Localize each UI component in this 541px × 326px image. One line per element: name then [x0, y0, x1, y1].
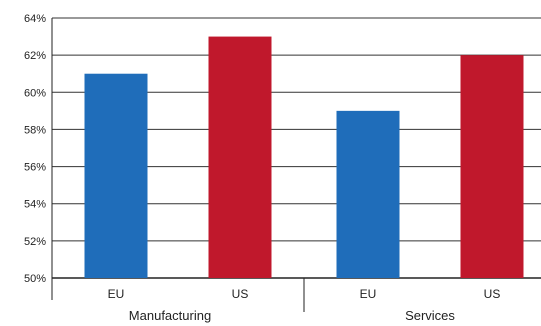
- x-axis: EU US Manufacturing EU US Services: [108, 278, 501, 323]
- y-tick-label: 50%: [24, 273, 46, 285]
- y-tick-label: 60%: [24, 87, 46, 99]
- y-axis-tick-labels: 50% 52% 54% 56% 58% 60% 62% 64%: [24, 13, 46, 285]
- bars: [84, 36, 524, 279]
- y-tick-label: 52%: [24, 236, 46, 248]
- bar-services-eu: [336, 110, 400, 278]
- y-tick-label: 54%: [24, 199, 46, 211]
- y-tick-label: 58%: [24, 124, 46, 136]
- y-tick-label: 62%: [24, 50, 46, 62]
- bar-services-us: [460, 55, 524, 279]
- y-tick-label: 56%: [24, 162, 46, 174]
- x-category-label: US: [232, 287, 249, 301]
- x-group-label: Services: [405, 308, 455, 323]
- bar-manufacturing-us: [208, 36, 272, 279]
- x-group-label: Manufacturing: [129, 308, 211, 323]
- x-category-label: EU: [360, 287, 377, 301]
- x-category-label: EU: [108, 287, 125, 301]
- x-category-label: US: [484, 287, 501, 301]
- bar-manufacturing-eu: [84, 73, 148, 278]
- y-tick-label: 64%: [24, 13, 46, 25]
